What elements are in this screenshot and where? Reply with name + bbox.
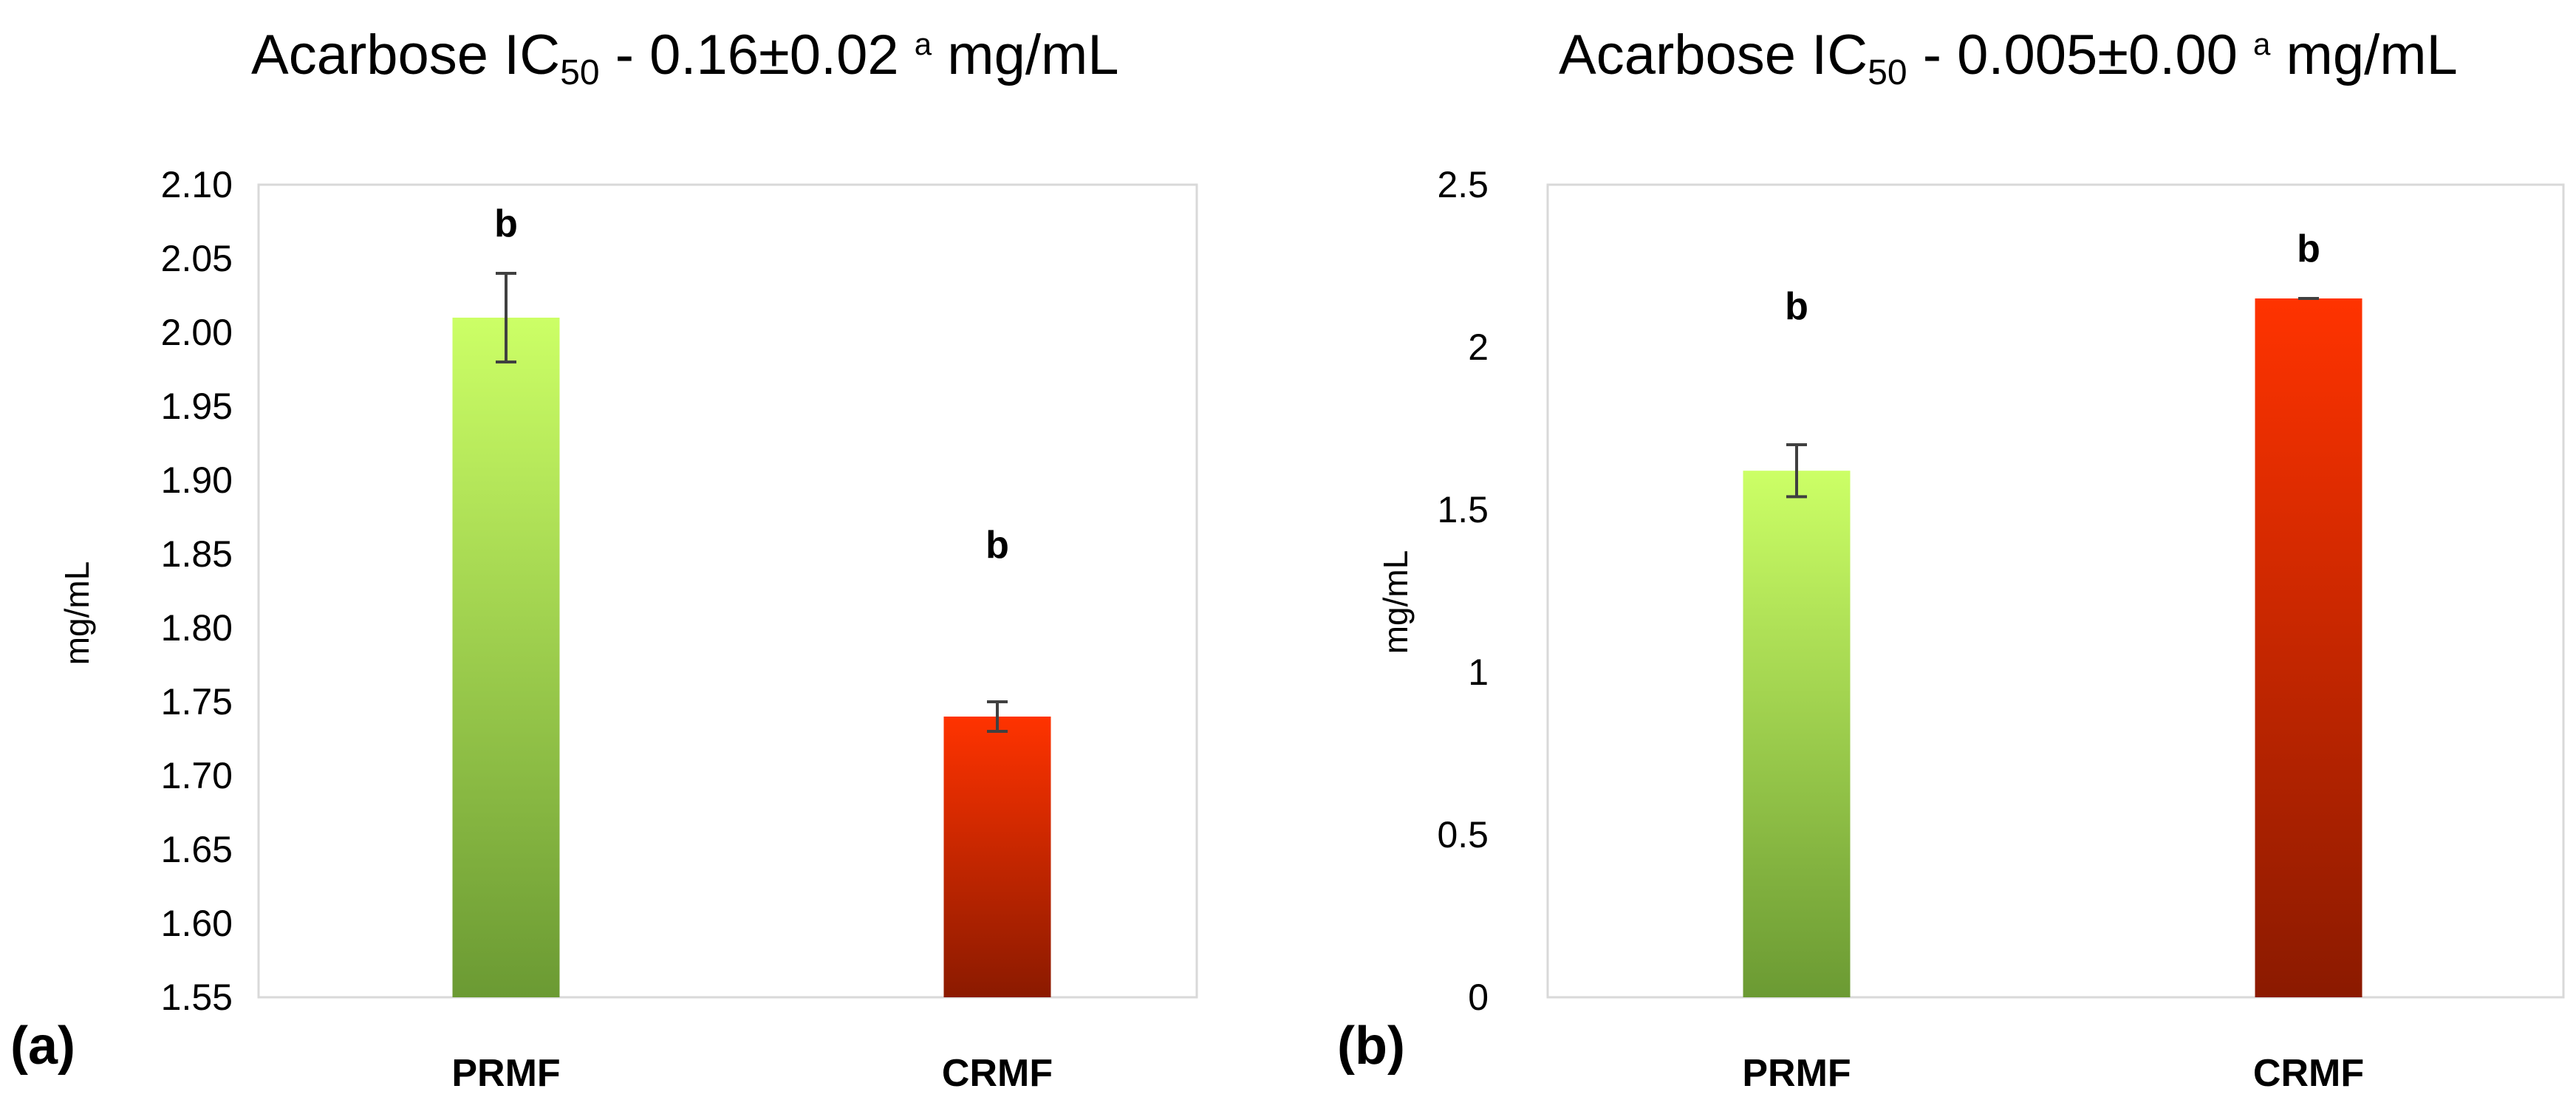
category-label-crmf: CRMF <box>2253 1052 2364 1095</box>
error-bar-crmf <box>987 700 1008 733</box>
chart-b-panel-label: (b) <box>1337 1016 1405 1076</box>
error-bar-prmf <box>1786 443 1807 499</box>
chart-a-title-subscript: 50 <box>560 53 599 92</box>
y-tick-label: 2.05 <box>161 238 233 279</box>
y-tick-label: 2.5 <box>1437 164 1489 205</box>
y-tick-label: 1.55 <box>161 977 233 1018</box>
chart-a-title-superscript: a <box>915 27 932 61</box>
chart-b-bars: b PRMF b CRMF <box>1742 228 2364 1095</box>
chart-a-bars: b PRMF b CRMF <box>451 202 1053 1095</box>
y-tick-label: 0.5 <box>1437 814 1489 855</box>
chart-b-title-prefix: Acarbose IC <box>1559 24 1868 86</box>
y-tick-label: 2 <box>1468 327 1489 368</box>
chart-a: Acarbose IC50 - 0.16±0.02 a mg/mL 1.551.… <box>10 24 1198 1095</box>
y-tick-label: 2.10 <box>161 164 233 205</box>
chart-b-ticks: 0 0.5 1 1.5 2 2.5 <box>1437 164 1489 1018</box>
chart-b-title-subscript: 50 <box>1868 53 1907 92</box>
y-tick-label: 1.80 <box>161 607 233 649</box>
error-bar-prmf <box>496 272 516 363</box>
chart-a-title-suffix: mg/mL <box>932 24 1118 86</box>
chart-b-title-superscript: a <box>2253 27 2271 61</box>
y-tick-label: 0 <box>1468 977 1489 1018</box>
bar-crmf <box>943 717 1051 997</box>
chart-b-title-suffix: mg/mL <box>2270 24 2457 86</box>
category-label-prmf: PRMF <box>1742 1052 1851 1095</box>
category-label-crmf: CRMF <box>942 1052 1053 1095</box>
chart-b: Acarbose IC50 - 0.005±0.00 a mg/mL 0 0.5 1… <box>1337 24 2565 1095</box>
chart-a-plot-area <box>257 183 1198 999</box>
significance-label-prmf: b <box>494 202 518 245</box>
chart-b-ylabel: mg/mL <box>1376 550 1415 655</box>
y-tick-label: 1.95 <box>161 386 233 427</box>
y-tick-label: 2.00 <box>161 312 233 353</box>
y-tick-label: 1.70 <box>161 755 233 796</box>
significance-label-prmf: b <box>1785 285 1808 328</box>
significance-label-crmf: b <box>2297 228 2320 270</box>
y-tick-label: 1.60 <box>161 903 233 944</box>
bar-prmf <box>1743 471 1851 997</box>
y-tick-label: 1 <box>1468 652 1489 693</box>
bar-prmf <box>452 318 560 997</box>
y-tick-label: 1.75 <box>161 681 233 722</box>
bar-crmf <box>2255 298 2363 997</box>
chart-a-panel-label: (a) <box>10 1016 75 1076</box>
chart-a-ylabel: mg/mL <box>58 561 96 666</box>
y-tick-label: 1.85 <box>161 533 233 575</box>
category-label-prmf: PRMF <box>451 1052 560 1095</box>
chart-b-title-middle: - 0.005±0.00 <box>1907 24 2253 86</box>
y-tick-label: 1.65 <box>161 829 233 870</box>
chart-b-plot-area <box>1546 183 2565 999</box>
chart-a-ticks: 1.55 1.60 1.65 1.70 1.75 1.80 1.85 1.90 1.95 2.00… <box>161 164 233 1018</box>
chart-a-title-prefix: Acarbose IC <box>251 24 560 86</box>
chart-b-title: Acarbose IC50 - 0.005±0.00 a mg/mL <box>1559 24 2458 92</box>
y-tick-label: 1.5 <box>1437 489 1489 530</box>
chart-a-title: Acarbose IC50 - 0.16±0.02 a mg/mL <box>251 24 1119 92</box>
chart-a-title-middle: - 0.16±0.02 <box>600 24 915 86</box>
y-tick-label: 1.90 <box>161 459 233 501</box>
significance-label-crmf: b <box>985 524 1009 567</box>
